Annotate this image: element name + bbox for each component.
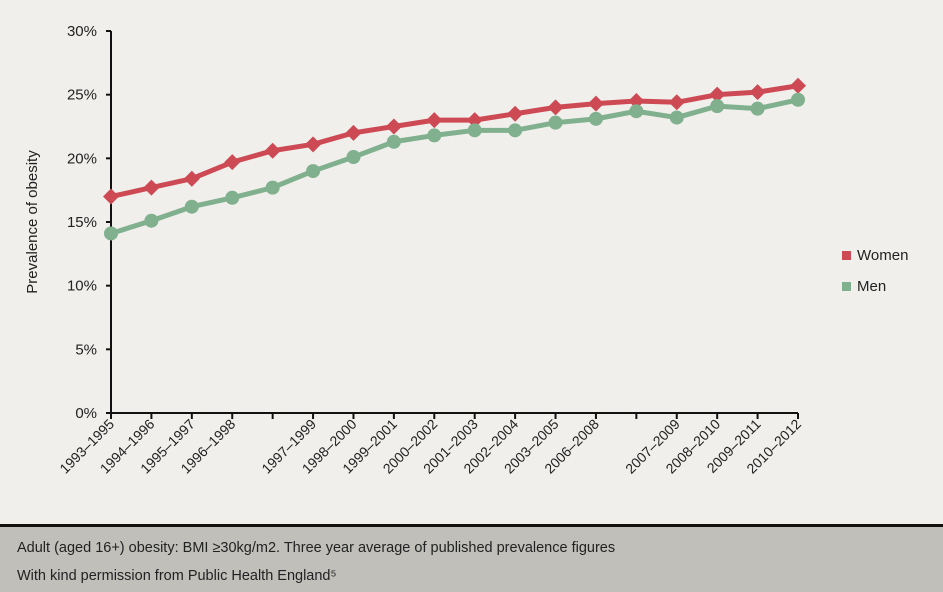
y-axis-label: Prevalence of obesity bbox=[24, 150, 41, 294]
data-point-men bbox=[346, 150, 361, 165]
data-point-women bbox=[587, 95, 604, 112]
data-point-women bbox=[426, 112, 443, 129]
legend-label-women: Women bbox=[857, 247, 909, 264]
legend-men: Men bbox=[842, 278, 886, 295]
data-point-women bbox=[143, 179, 160, 196]
data-point-men bbox=[710, 99, 725, 114]
y-tick-label: 25% bbox=[67, 87, 97, 104]
y-tick-label: 30% bbox=[67, 23, 97, 40]
data-point-women bbox=[103, 188, 119, 205]
y-tick-label: 10% bbox=[67, 278, 97, 295]
data-point-men bbox=[225, 190, 240, 205]
data-point-men bbox=[144, 213, 159, 228]
y-tick-label: 20% bbox=[67, 150, 97, 167]
data-point-men bbox=[588, 111, 603, 126]
series-line-women bbox=[110, 83, 799, 199]
data-point-women bbox=[224, 154, 241, 171]
data-point-women bbox=[547, 99, 564, 116]
data-point-women bbox=[345, 124, 362, 141]
data-point-men bbox=[427, 128, 442, 143]
data-point-women bbox=[385, 118, 402, 135]
data-point-men bbox=[548, 115, 563, 130]
caption-footer: Adult (aged 16+) obesity: BMI ≥30kg/m2. … bbox=[0, 524, 943, 592]
data-point-men bbox=[386, 134, 401, 149]
data-point-men bbox=[750, 101, 765, 116]
data-point-women bbox=[668, 94, 685, 111]
data-point-men bbox=[467, 123, 482, 138]
data-point-men bbox=[508, 123, 523, 138]
data-point-women bbox=[183, 170, 200, 187]
y-tick-label: 15% bbox=[67, 214, 97, 231]
legend-swatch-women bbox=[842, 251, 851, 260]
data-point-women bbox=[749, 84, 766, 101]
data-point-women bbox=[507, 105, 524, 122]
data-point-women bbox=[709, 86, 726, 103]
y-tick-label: 5% bbox=[75, 341, 97, 358]
data-point-women bbox=[264, 142, 281, 159]
data-point-men bbox=[669, 110, 684, 125]
footer-note: Adult (aged 16+) obesity: BMI ≥30kg/m2. … bbox=[17, 540, 616, 556]
legend-swatch-men bbox=[842, 282, 851, 291]
data-point-men bbox=[306, 164, 321, 179]
legend-label-men: Men bbox=[857, 278, 887, 295]
footer-credit: With kind permission from Public Health … bbox=[17, 568, 337, 584]
data-point-women bbox=[790, 77, 806, 94]
data-point-men bbox=[184, 199, 199, 214]
data-point-women bbox=[466, 112, 483, 129]
data-point-men bbox=[104, 226, 118, 241]
y-tick-label: 0% bbox=[75, 405, 97, 422]
data-point-women bbox=[628, 93, 645, 110]
legend-women: Women bbox=[842, 247, 908, 264]
data-point-men bbox=[629, 104, 644, 119]
data-point-women bbox=[305, 136, 322, 153]
line-chart: 0%5%10%15%20%25%30%1993–19951994–1996199… bbox=[24, 23, 806, 477]
data-point-men bbox=[791, 92, 805, 107]
data-point-men bbox=[265, 180, 280, 195]
